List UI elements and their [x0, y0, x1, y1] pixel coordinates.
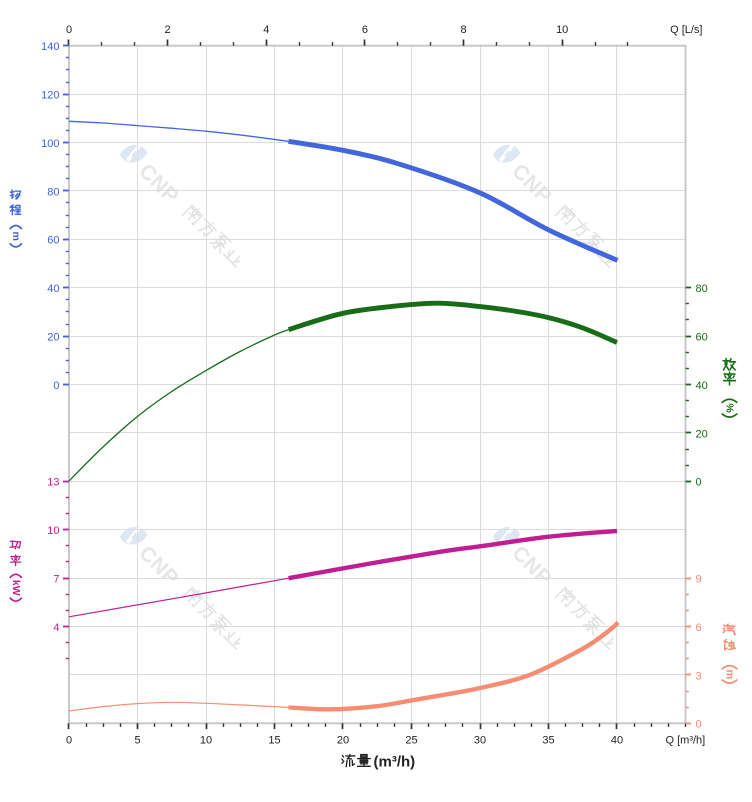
- svg-text:3: 3: [696, 670, 702, 682]
- svg-text:120: 120: [41, 90, 59, 102]
- svg-text:6: 6: [362, 24, 368, 36]
- svg-text:Q [L/s]: Q [L/s]: [670, 24, 702, 36]
- svg-text:0: 0: [53, 380, 59, 392]
- svg-text:80: 80: [696, 283, 708, 295]
- svg-text:m: m: [724, 670, 736, 680]
- svg-text:40: 40: [47, 283, 59, 295]
- svg-text:6: 6: [696, 622, 702, 634]
- svg-text:kW: kW: [10, 580, 22, 596]
- svg-text:10: 10: [200, 735, 212, 747]
- svg-text:30: 30: [474, 735, 486, 747]
- svg-text:7: 7: [53, 574, 59, 586]
- svg-text:%: %: [724, 403, 736, 413]
- svg-text:20: 20: [337, 735, 349, 747]
- svg-text:Q [m³/h]: Q [m³/h]: [666, 735, 706, 747]
- svg-text:20: 20: [47, 332, 59, 344]
- svg-text:35: 35: [542, 735, 554, 747]
- svg-text:40: 40: [696, 380, 708, 392]
- svg-text:m: m: [10, 232, 22, 241]
- svg-text:80: 80: [47, 186, 59, 198]
- svg-text:0: 0: [66, 735, 72, 747]
- svg-text:8: 8: [461, 24, 467, 36]
- svg-text:0: 0: [66, 24, 72, 36]
- svg-text:60: 60: [696, 332, 708, 344]
- svg-text:20: 20: [696, 428, 708, 440]
- svg-text:9: 9: [696, 574, 702, 586]
- svg-text:0: 0: [696, 477, 702, 489]
- svg-text:100: 100: [41, 138, 59, 150]
- svg-text:2: 2: [165, 24, 171, 36]
- svg-text:4: 4: [53, 622, 59, 634]
- svg-text:5: 5: [134, 735, 140, 747]
- svg-text:10: 10: [47, 525, 59, 537]
- svg-text:15: 15: [268, 735, 280, 747]
- svg-text:10: 10: [556, 24, 568, 36]
- svg-text:40: 40: [611, 735, 623, 747]
- svg-text:4: 4: [263, 24, 269, 36]
- svg-text:25: 25: [405, 735, 417, 747]
- svg-text:140: 140: [41, 41, 59, 53]
- svg-text:0: 0: [696, 719, 702, 731]
- svg-text:60: 60: [47, 235, 59, 247]
- svg-text:13: 13: [47, 477, 59, 489]
- svg-text:(m³/h): (m³/h): [374, 754, 416, 771]
